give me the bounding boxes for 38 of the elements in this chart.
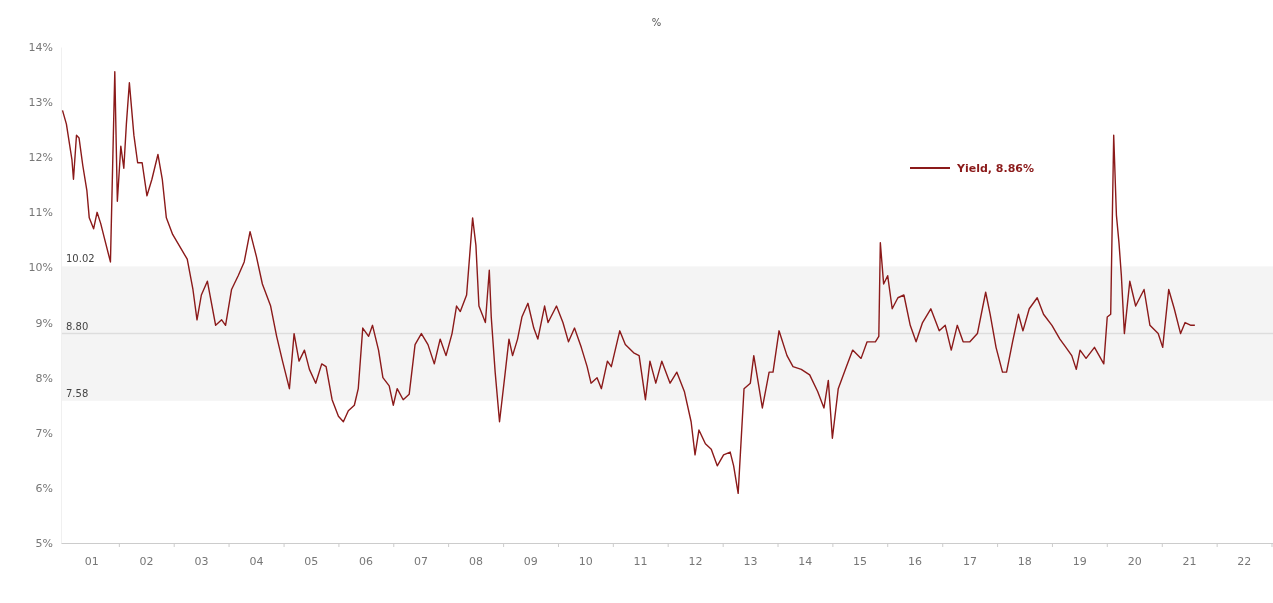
x-tick-label: 14 <box>798 554 813 568</box>
y-tick-label: 12% <box>28 151 53 165</box>
x-tick-label: 10 <box>578 554 593 568</box>
y-tick-label: 13% <box>28 96 53 110</box>
x-tick-label: 17 <box>962 554 977 568</box>
y-tick-label: 7% <box>35 426 53 440</box>
x-tick-label: 19 <box>1072 554 1087 568</box>
y-tick-label: 8% <box>35 371 53 385</box>
ref-line-label: 8.80 <box>66 320 89 332</box>
x-tick-label: 07 <box>413 554 428 568</box>
x-tick-label: 20 <box>1127 554 1142 568</box>
legend-label: Yield, 8.86% <box>956 162 1035 175</box>
x-tick-label: 01 <box>84 554 99 568</box>
x-tick-label: 12 <box>688 554 703 568</box>
y-tick-label: 6% <box>35 481 53 495</box>
x-tick-label: 05 <box>304 554 319 568</box>
x-tick-label: 18 <box>1017 554 1032 568</box>
x-tick-label: 21 <box>1182 554 1197 568</box>
x-tick-label: 16 <box>908 554 923 568</box>
x-tick-label: 06 <box>359 554 374 568</box>
x-tick-label: 11 <box>633 554 648 568</box>
x-tick-label: 15 <box>853 554 868 568</box>
chart-subtitle: % <box>651 17 662 28</box>
y-tick-label: 14% <box>28 41 53 55</box>
x-tick-label: 08 <box>468 554 483 568</box>
x-tick-label: 22 <box>1237 554 1252 568</box>
x-tick-label: 02 <box>139 554 154 568</box>
x-tick-label: 09 <box>523 554 538 568</box>
y-tick-label: 10% <box>28 261 53 275</box>
x-tick-label: 03 <box>194 554 209 568</box>
line-series <box>61 71 1196 495</box>
x-tick-label: 04 <box>249 554 264 568</box>
y-tick-label: 11% <box>28 206 53 220</box>
annotation: 7.58 <box>66 387 89 399</box>
y-tick-label: 9% <box>35 316 53 330</box>
y-tick-label: 5% <box>35 537 53 551</box>
x-tick-label: 13 <box>743 554 758 568</box>
annotation: 10.02 <box>66 253 95 265</box>
